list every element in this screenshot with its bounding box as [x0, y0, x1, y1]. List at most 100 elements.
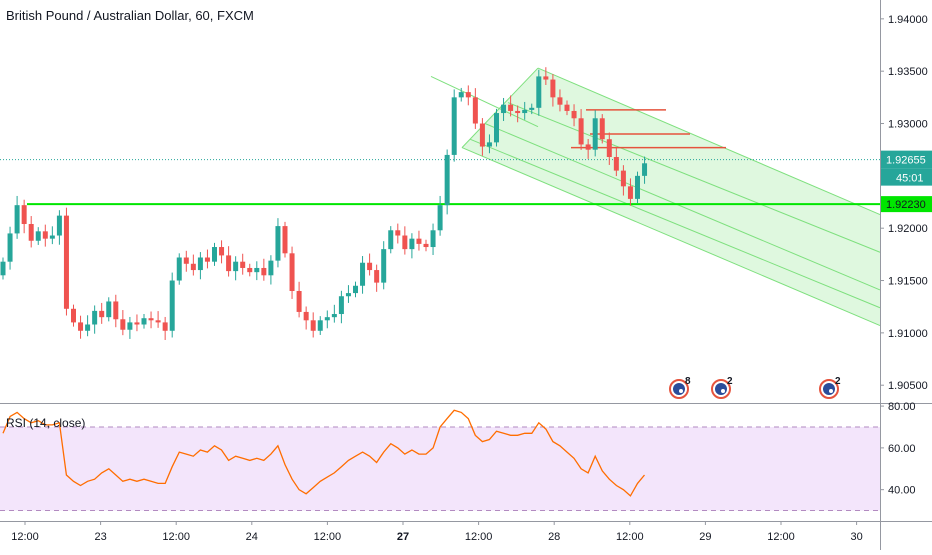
candle — [42, 224, 48, 247]
candle-body — [578, 118, 584, 145]
candle — [275, 218, 281, 268]
candle-body — [212, 247, 217, 262]
candle-body — [620, 170, 626, 187]
candle-body — [536, 76, 542, 108]
rsi-tick-label: 80.00 — [888, 401, 916, 413]
candle — [28, 216, 34, 248]
candle — [465, 85, 471, 106]
candle — [515, 105, 521, 123]
candle-body — [247, 267, 253, 273]
candle — [7, 226, 13, 270]
candle-body — [92, 310, 98, 325]
rsi-label: RSI (14, close) — [6, 416, 86, 430]
candle — [317, 316, 323, 335]
candle — [536, 69, 542, 116]
candle — [423, 239, 429, 252]
candle — [388, 226, 394, 254]
candle — [106, 297, 112, 322]
flag-star — [721, 389, 725, 393]
price-tick-label: 1.93500 — [888, 66, 928, 78]
candle-body — [444, 154, 450, 206]
candle-body — [635, 175, 640, 199]
rsi-tick-label: 60.00 — [888, 443, 916, 455]
time-tick-label: 30 — [850, 531, 862, 543]
pitchfork-median-line — [484, 123, 881, 291]
candle-body — [557, 97, 563, 105]
candle-body — [282, 226, 288, 254]
candle — [63, 207, 69, 316]
candle — [324, 310, 330, 329]
candle — [226, 246, 232, 277]
candle-body — [7, 233, 13, 262]
chart-title: British Pound / Australian Dollar, 60, F… — [6, 8, 254, 23]
candle-body — [642, 163, 648, 176]
candle — [240, 253, 246, 275]
candle — [522, 101, 528, 120]
candle — [78, 315, 84, 339]
candle-body — [494, 113, 499, 143]
candle-body — [134, 322, 140, 325]
candle — [381, 241, 387, 290]
event-count: 2 — [835, 376, 841, 387]
candle — [197, 252, 203, 280]
candle-body — [423, 243, 429, 248]
candle — [592, 110, 598, 157]
time-tick-label: 12:00 — [616, 531, 644, 543]
candle — [620, 165, 626, 196]
candle — [233, 256, 239, 281]
time-tick-label: 12:00 — [11, 531, 39, 543]
rsi-band — [0, 426, 880, 511]
time-tick-label: 12:00 — [465, 531, 493, 543]
candle — [571, 104, 577, 127]
event-marker[interactable]: 8 — [669, 376, 691, 399]
candle-body — [106, 301, 112, 318]
event-count: 8 — [685, 376, 691, 387]
candle-body — [42, 231, 48, 239]
candle — [627, 178, 633, 206]
candle — [578, 109, 584, 150]
candle-body — [71, 308, 76, 323]
candle — [437, 195, 443, 236]
candle-body — [374, 270, 380, 283]
candle — [599, 114, 605, 144]
time-tick-label: 12:00 — [767, 531, 795, 543]
time-tick-label: 27 — [397, 531, 409, 543]
level-badge — [881, 196, 932, 213]
candle-body — [465, 92, 471, 98]
candle-body — [310, 320, 316, 331]
candle-body — [169, 280, 175, 331]
candle-body — [49, 235, 55, 239]
candle-body — [197, 257, 203, 271]
event-marker[interactable]: 2 — [819, 376, 841, 399]
candle-body — [515, 110, 521, 114]
event-marker[interactable]: 2 — [711, 376, 733, 399]
candle — [479, 118, 485, 156]
price-tick-label: 1.91500 — [888, 276, 928, 288]
candle — [430, 223, 436, 255]
candle — [176, 253, 182, 285]
time-tick-label: 12:00 — [162, 531, 190, 543]
candle — [642, 156, 648, 184]
candle — [606, 132, 612, 165]
candle — [472, 88, 478, 129]
candle — [557, 89, 563, 112]
candle-body — [56, 215, 62, 236]
candle-body — [367, 262, 373, 271]
candle — [155, 311, 161, 328]
candle — [204, 249, 210, 269]
flag-star — [679, 389, 683, 393]
candle-body — [451, 97, 457, 155]
candle — [395, 223, 401, 244]
event-count: 2 — [727, 376, 733, 387]
candle — [635, 171, 640, 204]
candle — [0, 257, 6, 280]
candle-body — [254, 267, 260, 273]
last-price-badge — [881, 150, 932, 169]
time-tick-label: 24 — [246, 531, 258, 543]
australia-flag-icon — [823, 383, 835, 395]
candle-body — [571, 110, 577, 119]
candle — [508, 95, 514, 117]
candle-body — [331, 314, 337, 318]
